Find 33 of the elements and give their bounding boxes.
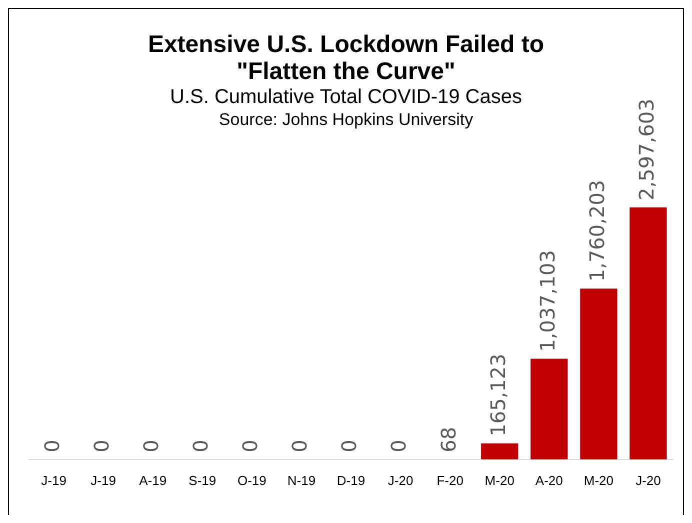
x-tick-label: D-19 (336, 472, 366, 488)
x-tick-label: J-20 (636, 472, 661, 488)
data-label: 0 (238, 440, 262, 452)
x-tick-label: A-19 (139, 472, 167, 488)
data-label: 1,037,103 (535, 250, 560, 352)
bar (580, 288, 618, 460)
x-tick-label: M-20 (584, 472, 614, 488)
data-label: 0 (139, 440, 164, 452)
data-label: 165,123 (486, 354, 510, 436)
x-tick-label: O-19 (237, 472, 266, 488)
data-label: 1,760,203 (584, 180, 609, 282)
source-note: Source: Johns Hopkins University (218, 109, 474, 131)
x-tick-label: J-20 (388, 472, 414, 488)
x-tick-label: F-20 (436, 472, 464, 488)
data-label: 0 (90, 440, 114, 452)
bar (481, 443, 518, 460)
data-label: 0 (337, 440, 362, 452)
x-tick-label: A-20 (535, 472, 563, 488)
x-tick-label: J-19 (41, 472, 66, 488)
chart-subtitle: U.S. Cumulative Total COVID-19 Cases (169, 85, 523, 109)
x-tick-label: N-19 (287, 472, 316, 488)
bar (530, 358, 568, 460)
data-label: 68 (436, 426, 460, 452)
x-tick-label: M-20 (484, 472, 514, 488)
data-label: 0 (386, 440, 411, 452)
chart-title: Extensive U.S. Lockdown Failed to "Flatten the Curve" (146, 31, 546, 85)
data-label: 0 (288, 440, 312, 452)
data-label: 0 (40, 440, 64, 452)
x-tick-label: J-19 (90, 472, 116, 488)
data-label: 0 (188, 440, 213, 452)
data-label: 2,597,603 (634, 98, 658, 200)
x-tick-label: S-19 (188, 472, 216, 488)
bar (630, 207, 667, 460)
